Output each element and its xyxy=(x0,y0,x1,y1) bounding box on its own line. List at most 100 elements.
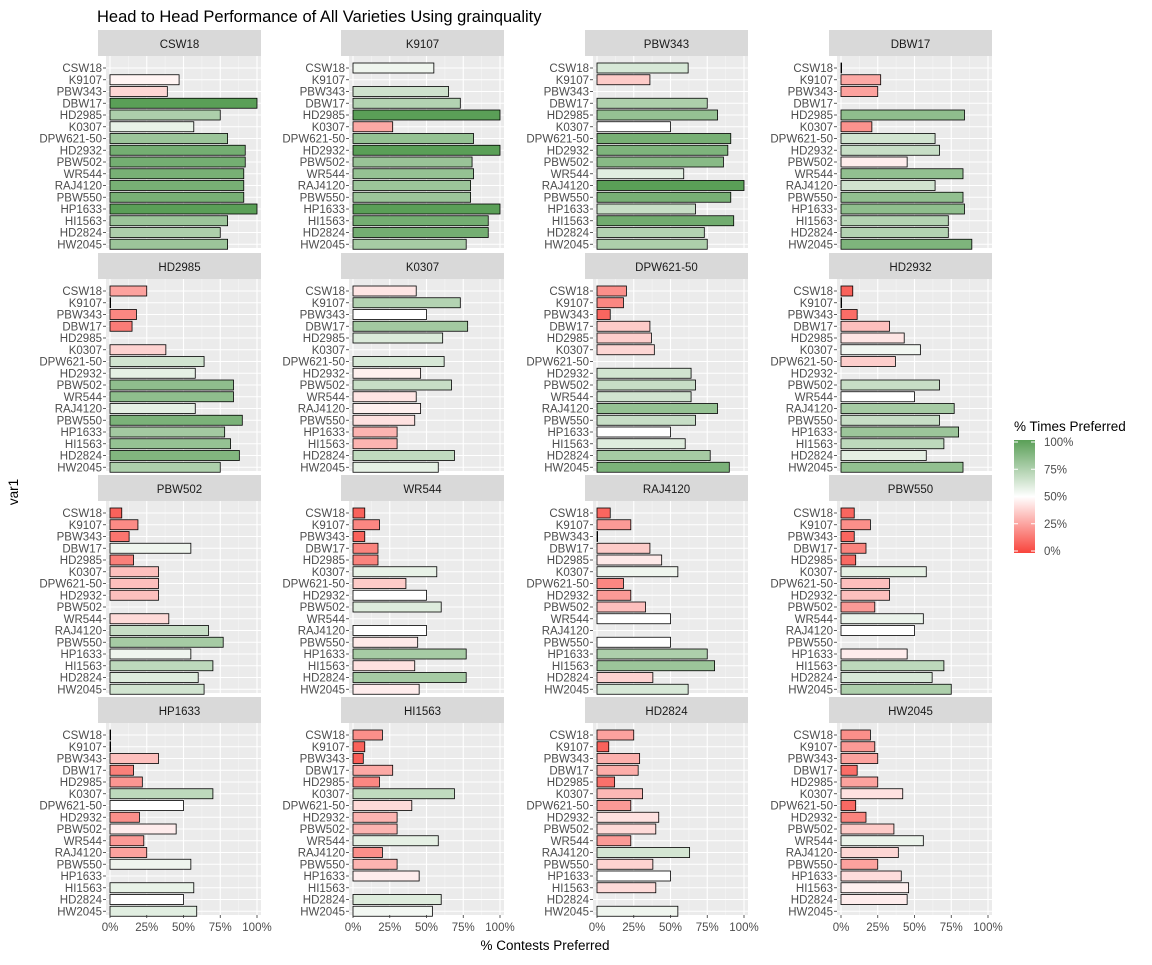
category-tick-label: HD2932 xyxy=(60,590,102,602)
category-tick-label: DPW621-50 xyxy=(770,801,833,813)
category-tick-label: HD2824 xyxy=(303,451,346,463)
bar xyxy=(596,531,599,542)
bar xyxy=(352,97,461,109)
bar xyxy=(596,823,657,835)
category-tick-label: K0307 xyxy=(800,789,833,801)
category-tick-label: DPW621-50 xyxy=(526,579,589,591)
bar xyxy=(109,894,184,905)
bar xyxy=(109,589,159,601)
bar xyxy=(109,438,231,450)
bar xyxy=(352,823,398,835)
bar xyxy=(840,215,949,227)
x-tick-label: 25% xyxy=(866,922,889,934)
legend-label: 50% xyxy=(1044,492,1067,504)
category-tick-label: HD2985 xyxy=(547,777,589,789)
bar xyxy=(840,203,965,215)
bar xyxy=(596,180,745,191)
facet-panels: CSW18CSW18K9107PBW343DBW17HD2985K0307DPW… xyxy=(39,30,1003,934)
category-tick-label: PBW550 xyxy=(544,415,589,427)
bar xyxy=(109,847,148,858)
category-tick-label: PBW343 xyxy=(544,754,589,766)
bar xyxy=(840,438,945,450)
category-tick-label: K9107 xyxy=(800,520,833,532)
category-tick-label: PBW550 xyxy=(788,415,833,427)
category-tick-label: PBW502 xyxy=(544,824,589,836)
category-tick-label: RAJ4120 xyxy=(55,404,102,416)
bar xyxy=(109,121,195,133)
category-tick-label: DBW17 xyxy=(305,543,345,555)
category-tick-label: PBW550 xyxy=(300,637,345,649)
facet-panel: HI1563 CSW18K9107PBW343DBW17HD2985K0307DP… xyxy=(282,697,515,934)
category-tick-label: PBW502 xyxy=(300,602,345,614)
facet-strip-label: HD2932 xyxy=(889,262,931,274)
category-tick-label: HW2045 xyxy=(788,684,833,696)
x-axis-title: % Contests Preferred xyxy=(480,938,609,953)
category-tick-label: K0307 xyxy=(556,567,589,579)
category-tick-label: PBW502 xyxy=(788,602,833,614)
bar xyxy=(840,589,890,601)
category-tick-label: DPW621-50 xyxy=(770,134,833,146)
category-tick-label: HW2045 xyxy=(544,684,589,696)
facet-panel: K0307CSW18K9107PBW343DBW17HD2985K0307DPW… xyxy=(282,253,504,474)
category-tick-label: HW2045 xyxy=(544,906,589,918)
category-tick-label: HD2985 xyxy=(547,555,589,567)
bar xyxy=(596,578,624,589)
bar xyxy=(352,800,413,811)
category-tick-label: K0307 xyxy=(69,345,102,357)
category-tick-label: PBW550 xyxy=(544,859,589,871)
category-tick-label: PBW550 xyxy=(57,415,102,427)
bar xyxy=(352,320,469,332)
facet-strip xyxy=(341,475,504,501)
category-tick-label: K0307 xyxy=(556,345,589,357)
bar xyxy=(596,741,610,753)
bar xyxy=(352,62,435,74)
category-tick-label: RAJ4120 xyxy=(298,404,345,416)
bar xyxy=(352,894,442,905)
bar xyxy=(352,121,394,133)
facet-strip xyxy=(585,30,748,56)
category-tick-label: HD2985 xyxy=(303,333,345,345)
category-tick-label: HP1633 xyxy=(60,427,102,439)
bar xyxy=(840,613,924,625)
bar xyxy=(840,344,921,356)
bar xyxy=(840,625,915,636)
category-tick-label: DBW17 xyxy=(793,765,833,777)
facet-panel: HD2932 CSW18K9107PBW343DBW17HD2985K0307DP… xyxy=(770,253,992,474)
category-tick-label: HW2045 xyxy=(544,462,589,474)
bar xyxy=(840,531,855,542)
bar xyxy=(840,648,908,660)
bar xyxy=(109,367,196,379)
category-tick-label: HD2985 xyxy=(303,777,345,789)
bar xyxy=(352,297,461,309)
category-tick-label: HD2932 xyxy=(60,368,102,380)
bar xyxy=(840,542,867,554)
legend-label: 0% xyxy=(1044,546,1061,558)
category-tick-label: CSW18 xyxy=(305,730,345,742)
bar xyxy=(109,882,195,894)
bar xyxy=(352,285,417,297)
bar xyxy=(109,133,228,144)
facet-panel: K9107CSW18K9107PBW343DBW17HD2985K0307DPW… xyxy=(282,30,504,251)
bar xyxy=(840,309,858,320)
bar xyxy=(596,764,639,776)
category-tick-label: WR544 xyxy=(307,392,346,404)
bar xyxy=(596,285,627,297)
bar xyxy=(596,438,686,450)
facet-strip-label: K9107 xyxy=(406,39,439,51)
category-tick-label: RAJ4120 xyxy=(298,626,345,638)
category-tick-label: K9107 xyxy=(800,298,833,310)
bar xyxy=(109,776,143,788)
category-tick-label: K9107 xyxy=(556,298,589,310)
bar xyxy=(596,227,705,238)
x-tick-label: 0% xyxy=(589,922,606,934)
category-tick-label: K0307 xyxy=(556,122,589,134)
facet-strip xyxy=(341,697,504,723)
bar xyxy=(840,894,908,905)
category-tick-label: RAJ4120 xyxy=(786,626,833,638)
x-tick-label: 0% xyxy=(345,922,362,934)
bar xyxy=(352,180,471,191)
category-tick-label: HD2932 xyxy=(791,812,833,824)
bar xyxy=(352,531,366,542)
category-tick-label: HW2045 xyxy=(300,239,345,251)
bar xyxy=(596,133,732,144)
